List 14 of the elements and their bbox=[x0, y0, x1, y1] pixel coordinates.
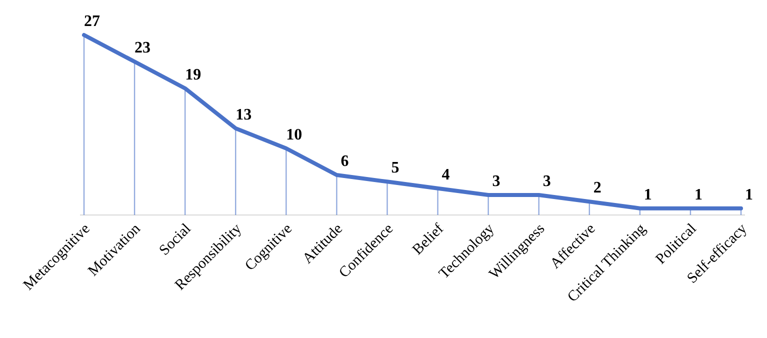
data-label: 1 bbox=[745, 186, 753, 204]
data-label: 5 bbox=[391, 160, 400, 177]
data-label: 6 bbox=[340, 153, 349, 170]
data-label: 3 bbox=[492, 173, 500, 190]
data-label: 10 bbox=[286, 126, 302, 144]
data-label: 19 bbox=[185, 66, 202, 84]
data-label: 4 bbox=[442, 166, 450, 184]
data-label: 1 bbox=[694, 186, 702, 204]
data-label: 27 bbox=[84, 13, 100, 30]
data-label: 3 bbox=[542, 173, 551, 190]
data-label: 2 bbox=[593, 180, 602, 197]
data-label: 13 bbox=[236, 106, 252, 124]
data-label: 23 bbox=[134, 40, 151, 57]
data-label: 1 bbox=[644, 186, 652, 204]
